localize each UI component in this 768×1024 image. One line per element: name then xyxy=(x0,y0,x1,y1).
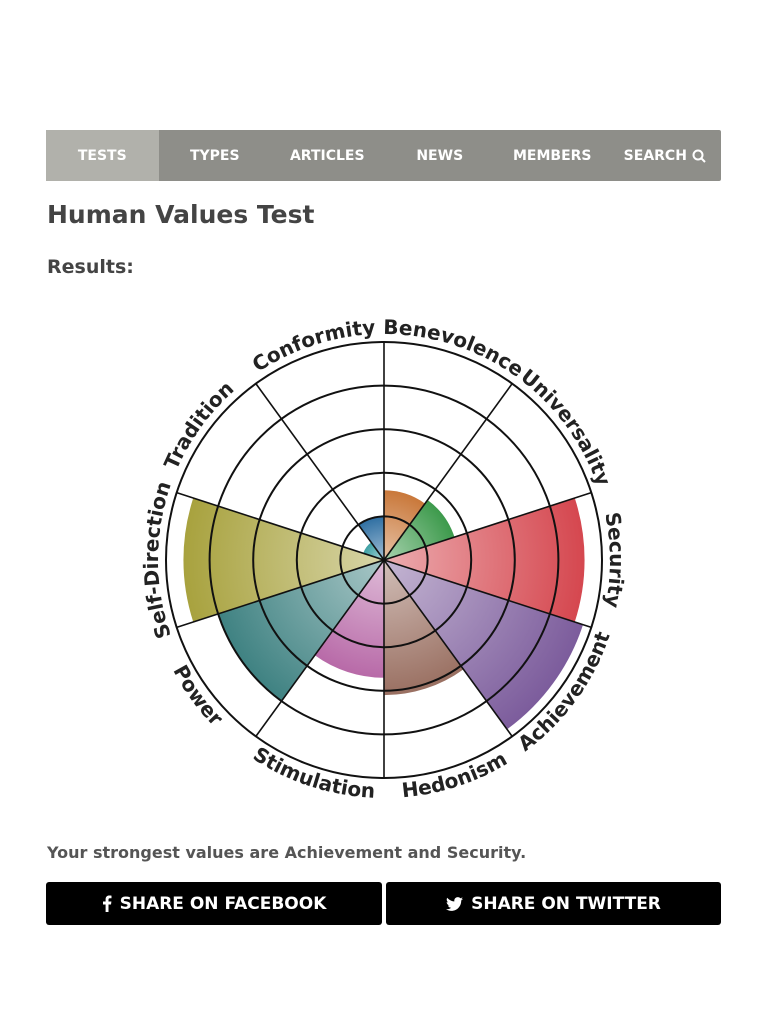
sector xyxy=(384,490,426,560)
category-label: Stimulation xyxy=(249,742,376,803)
category-label: Security xyxy=(600,510,629,610)
share-facebook[interactable]: SHARE ON FACEBOOK xyxy=(46,882,382,925)
nav-item[interactable]: SEARCH xyxy=(623,147,687,164)
sector xyxy=(314,560,384,678)
nav-item[interactable]: ARTICLES xyxy=(289,147,365,164)
category-label: Universality xyxy=(516,364,615,489)
spoke xyxy=(383,491,592,561)
share-twitter[interactable]: SHARE ON TWITTER xyxy=(386,882,721,925)
button-label[interactable]: SHARE ON FACEBOOK xyxy=(119,893,327,914)
nav-item[interactable]: MEMBERS xyxy=(512,147,592,164)
category-label: Benevolence xyxy=(383,315,528,382)
spoke xyxy=(176,491,385,561)
sector xyxy=(183,498,384,622)
sector xyxy=(384,560,464,696)
spoke xyxy=(383,559,513,737)
category-label: Universality xyxy=(516,364,615,489)
chart: BenevolenceUniversalitySecurityAchieveme… xyxy=(139,315,629,803)
spoke xyxy=(383,559,592,629)
nav-item[interactable]: TYPES xyxy=(189,147,240,164)
sector xyxy=(218,560,384,702)
nav-search[interactable]: SEARCH xyxy=(609,130,722,181)
category-label: Benevolence xyxy=(383,315,528,382)
category-label: Self-Direction xyxy=(139,478,176,641)
summary: Your strongest values are Achievement an… xyxy=(47,843,527,862)
category-label: Conformity xyxy=(248,315,376,376)
spoke xyxy=(255,559,385,737)
category-label: Power xyxy=(168,661,228,731)
twitter-icon xyxy=(446,896,464,911)
category-label: Tradition xyxy=(159,376,238,473)
sector xyxy=(384,498,585,622)
results-heading: Results: xyxy=(47,256,134,278)
page-title: Human Values Test xyxy=(47,200,315,229)
category-label: Hedonism xyxy=(400,746,511,802)
search-icon xyxy=(692,149,706,163)
category-label: Hedonism xyxy=(400,746,511,802)
nav-item[interactable]: TESTS xyxy=(46,130,159,181)
category-label: Self-Direction xyxy=(139,478,176,641)
spoke xyxy=(255,383,385,561)
spoke xyxy=(176,559,385,629)
nav-item[interactable]: NEWS xyxy=(416,147,464,164)
category-label: Security xyxy=(600,510,629,610)
spoke xyxy=(383,383,513,561)
category-label: Tradition xyxy=(159,376,238,473)
category-label: Conformity xyxy=(248,315,376,376)
facebook-icon xyxy=(102,895,112,912)
category-label: Power xyxy=(168,661,228,731)
nav-bar: TESTS TYPES ARTICLES NEWS MEMBERS SEARCH xyxy=(46,130,721,181)
category-label: Stimulation xyxy=(249,742,376,803)
sector xyxy=(358,516,384,560)
button-label[interactable]: SHARE ON TWITTER xyxy=(471,893,661,914)
sector xyxy=(384,500,455,560)
sector xyxy=(363,542,384,560)
